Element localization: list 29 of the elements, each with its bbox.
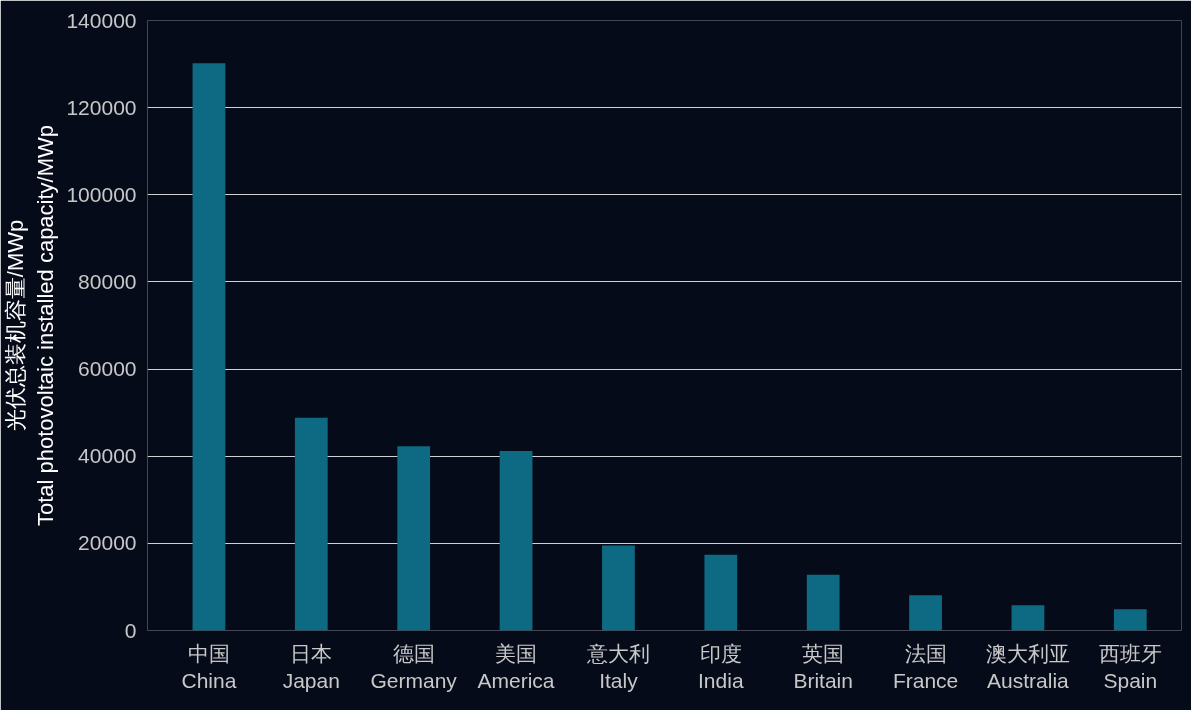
x-tick-label: 英国 Britain <box>793 641 853 693</box>
x-tick-label: 印度 India <box>698 641 744 693</box>
x-tick-label: 德国 Germany <box>370 641 458 693</box>
x-tick-label: 美国 America <box>477 641 555 693</box>
x-tick-label: 日本 Japan <box>282 641 340 693</box>
bar <box>704 554 738 631</box>
x-tick-label: 法国 France <box>892 641 959 693</box>
y-tick-label: 20000 <box>78 531 137 555</box>
bar <box>192 63 226 631</box>
x-tick-label: 中国 China <box>181 641 237 693</box>
bar <box>294 417 328 631</box>
bar <box>806 574 840 631</box>
y-tick-label: 80000 <box>78 269 137 293</box>
y-tick-label: 0 <box>124 618 137 642</box>
y-tick-label: 60000 <box>78 357 137 381</box>
bar <box>602 545 635 631</box>
bar <box>397 446 431 631</box>
y-tick-label: 100000 <box>66 182 137 206</box>
y-tick-label: 120000 <box>66 95 137 119</box>
y-tick-label: 40000 <box>78 444 137 468</box>
x-tick-label: 意大利 Italy <box>585 641 650 693</box>
bar <box>1011 605 1045 631</box>
bar <box>499 450 533 631</box>
x-tick-label: 西班牙 Spain <box>1098 641 1162 693</box>
bar <box>1113 609 1147 631</box>
y-axis-title: 光伏总装机容量/MWp Total photovoltaic installed capacity/MWp <box>3 124 59 527</box>
x-tick-label: 澳大利亚 Australia <box>985 641 1070 693</box>
y-tick-label: 140000 <box>66 8 137 32</box>
bar <box>909 595 942 631</box>
